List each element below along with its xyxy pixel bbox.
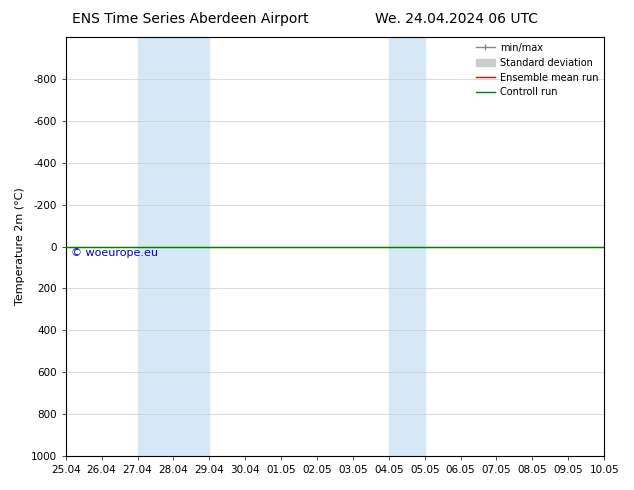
Text: © woeurope.eu: © woeurope.eu: [71, 248, 158, 258]
Text: ENS Time Series Aberdeen Airport: ENS Time Series Aberdeen Airport: [72, 12, 309, 26]
Y-axis label: Temperature 2m (°C): Temperature 2m (°C): [15, 188, 25, 305]
Bar: [138, 37, 209, 456]
Legend: min/max, Standard deviation, Ensemble mean run, Controll run: min/max, Standard deviation, Ensemble me…: [472, 39, 602, 101]
Bar: [389, 37, 425, 456]
Text: We. 24.04.2024 06 UTC: We. 24.04.2024 06 UTC: [375, 12, 538, 26]
